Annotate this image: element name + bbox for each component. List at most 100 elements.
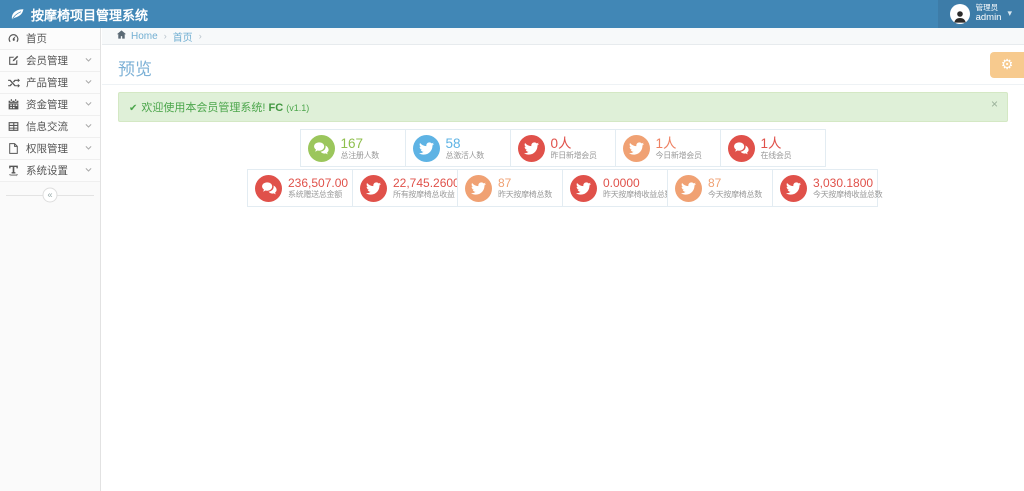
stat-card: 3,030.1800 今天按摩椅收益总数 — [772, 169, 883, 207]
check-icon: ✔ — [129, 103, 138, 114]
chevron-down-icon — [84, 143, 93, 155]
twitter-icon — [366, 181, 381, 196]
user-menu[interactable]: 管理员 admin ▾ — [937, 0, 1024, 28]
stat-label: 昨天按摩椅总数 — [498, 190, 552, 200]
sidebar-item-members[interactable]: 会员管理 — [0, 50, 100, 72]
stat-value: 0.0000 — [603, 175, 640, 190]
edit-icon — [7, 54, 20, 67]
user-role: 管理员 — [975, 3, 999, 13]
stat-value: 1人 — [655, 135, 677, 151]
stat-card: 1人 在线会员 — [719, 129, 826, 167]
stats-row-2: 236,507.00 系统赠送总金额 22,745.2600 所有按摩椅总收益 — [102, 169, 1024, 207]
caret-down-icon: ▾ — [1007, 9, 1012, 19]
sidebar: 首页 会员管理 产品管理 资金管理 信息交流 — [0, 28, 101, 491]
alert-version: (v1.1) — [286, 103, 310, 113]
sidebar-item-label: 会员管理 — [26, 55, 68, 67]
breadcrumb-separator: › — [198, 31, 202, 41]
breadcrumb-page-link[interactable]: 首页 — [172, 32, 193, 44]
leaf-icon — [10, 7, 25, 22]
stat-card: 0.0000 昨天按摩椅收益总数 — [562, 169, 673, 207]
stat-card: 87 今天按摩椅总数 — [667, 169, 773, 207]
comments-icon — [733, 140, 749, 156]
home-icon — [116, 29, 127, 43]
twitter-icon — [576, 181, 591, 196]
sidebar-item-label: 信息交流 — [26, 121, 68, 133]
stat-label: 今天按摩椅总数 — [708, 190, 762, 200]
page-header: 预览 ⚙ — [102, 45, 1024, 85]
stat-value: 167 — [340, 135, 364, 151]
stat-card: 167 总注册人数 — [299, 129, 406, 167]
twitter-icon — [418, 141, 434, 156]
text-width-icon — [7, 164, 20, 177]
table-icon — [7, 120, 20, 133]
app-title: 按摩椅项目管理系统 — [31, 7, 149, 23]
sidebar-item-home[interactable]: 首页 — [0, 28, 100, 50]
app-brand: 按摩椅项目管理系统 — [10, 5, 148, 24]
settings-gear-button[interactable]: ⚙ — [990, 52, 1024, 78]
stat-card: 1人 今日新增会员 — [614, 129, 721, 167]
app-header: 按摩椅项目管理系统 管理员 admin ▾ — [0, 0, 1024, 28]
twitter-icon — [471, 181, 486, 196]
sidebar-item-funds[interactable]: 资金管理 — [0, 94, 100, 116]
random-icon — [7, 76, 20, 89]
stat-value: 58 — [445, 135, 461, 151]
page-title: 预览 — [118, 60, 152, 79]
gear-icon: ⚙ — [1000, 57, 1014, 73]
stat-card: 22,745.2600 所有按摩椅总收益 — [352, 169, 460, 207]
stat-card: 0人 昨日新增会员 — [509, 129, 616, 167]
comments-icon — [313, 140, 329, 156]
calendar-icon — [7, 98, 20, 111]
stat-card: 87 昨天按摩椅总数 — [457, 169, 563, 207]
sidebar-item-label: 系统设置 — [26, 165, 68, 177]
sidebar-item-label: 首页 — [26, 33, 47, 45]
user-name: admin — [975, 11, 1002, 23]
sidebar-collapse-toggle[interactable]: « — [42, 187, 58, 203]
sidebar-item-label: 产品管理 — [26, 77, 68, 89]
sidebar-collapse-row: « — [0, 184, 100, 206]
main-content: Home › 首页 › 预览 ⚙ ✔ 欢迎使用本会员管理系统! FC (v1.1)… — [102, 28, 1024, 491]
stat-value: 87 — [708, 175, 722, 190]
breadcrumb-home-link[interactable]: Home — [116, 29, 158, 43]
stat-label: 系统赠送总金额 — [288, 190, 342, 200]
stat-value: 1人 — [760, 135, 782, 151]
sidebar-item-messages[interactable]: 信息交流 — [0, 116, 100, 138]
stats-row-1: 167 总注册人数 58 总激活人数 — [102, 129, 1024, 167]
dashboard-icon — [7, 32, 20, 45]
stat-label: 昨日新增会员 — [550, 151, 598, 161]
alert-close-button[interactable]: × — [990, 97, 998, 111]
sidebar-item-products[interactable]: 产品管理 — [0, 72, 100, 94]
file-icon — [7, 142, 20, 155]
stat-label: 今日新增会员 — [655, 151, 703, 161]
stat-label: 总激活人数 — [445, 151, 485, 161]
chevron-down-icon — [84, 121, 93, 133]
twitter-icon — [681, 181, 696, 196]
sidebar-item-label: 资金管理 — [26, 99, 68, 111]
breadcrumb-separator: › — [163, 31, 167, 41]
stat-value: 0人 — [550, 135, 572, 151]
stat-value: 236,507.00 — [288, 175, 349, 190]
stat-label: 昨天按摩椅收益总数 — [603, 190, 673, 200]
stat-label: 所有按摩椅总收益 — [393, 190, 455, 200]
stat-card: 58 总激活人数 — [404, 129, 511, 167]
twitter-icon — [628, 141, 644, 156]
chevron-down-icon — [84, 55, 93, 67]
chevron-down-icon — [84, 77, 93, 89]
comments-icon — [261, 180, 277, 196]
sidebar-item-permissions[interactable]: 权限管理 — [0, 138, 100, 160]
sidebar-item-label: 权限管理 — [26, 143, 68, 155]
welcome-alert: ✔ 欢迎使用本会员管理系统! FC (v1.1) × — [118, 92, 1008, 122]
chevron-down-icon — [84, 165, 93, 177]
twitter-icon — [523, 141, 539, 156]
breadcrumb: Home › 首页 › — [102, 28, 1024, 45]
stat-value: 87 — [498, 175, 512, 190]
chevron-down-icon — [84, 99, 93, 111]
stat-card: 236,507.00 系统赠送总金额 — [247, 169, 353, 207]
stat-value: 22,745.2600 — [393, 175, 460, 190]
alert-brand: FC — [268, 102, 284, 114]
twitter-icon — [786, 181, 801, 196]
stat-value: 3,030.1800 — [813, 175, 874, 190]
sidebar-item-settings[interactable]: 系统设置 — [0, 160, 100, 182]
alert-message: 欢迎使用本会员管理系统! — [141, 102, 266, 114]
stat-label: 今天按摩椅收益总数 — [813, 190, 883, 200]
avatar — [949, 4, 970, 24]
